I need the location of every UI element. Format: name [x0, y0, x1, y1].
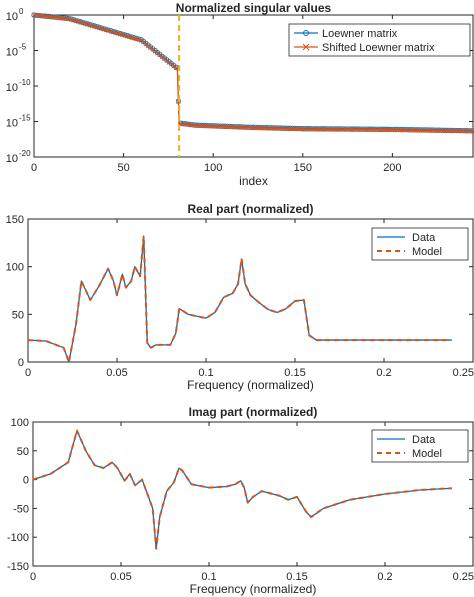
- x-tick-label: 0.25: [453, 367, 474, 379]
- y-tick-label-exponent: -15: [19, 114, 31, 123]
- x-tick-label: 0: [31, 162, 37, 174]
- x-tick-label: 150: [294, 162, 312, 174]
- y-tick-label-exponent: 0: [19, 7, 24, 16]
- chart-title: Imag part (normalized): [189, 405, 318, 419]
- y-tick-label-exponent: -10: [19, 78, 31, 87]
- chart-3: Imag part (normalized) 0 0.05 0.1 0.15 0.2 0.2…: [7, 405, 474, 596]
- legend-label-2: Model: [412, 246, 442, 258]
- legend-box: [288, 23, 471, 57]
- x-tick-label: 200: [383, 162, 401, 174]
- x-tick-label: 0.15: [286, 571, 307, 583]
- x-tick-label: 0.15: [284, 367, 305, 379]
- legend-marker-2: [302, 43, 310, 51]
- x-tick-label: 100: [204, 162, 222, 174]
- y-tick-label: -150: [7, 561, 29, 573]
- y-tick-label: 0: [23, 475, 29, 487]
- legend-label-1: Data: [412, 232, 436, 244]
- y-tick-label: 100: [6, 262, 24, 274]
- chart-2: Real part (normalized) 0 0.05 0.1 0.15 0.2 0.2…: [6, 202, 474, 392]
- legend-box: [371, 227, 469, 261]
- y-tick-label-exponent: -5: [19, 43, 27, 52]
- y-tick-label: 50: [12, 309, 24, 321]
- legend-label-2: Model: [412, 448, 442, 460]
- x-tick-label: 0: [30, 571, 36, 583]
- y-tick-label-base: 10: [6, 82, 18, 94]
- y-tick-label: -100: [7, 532, 29, 544]
- plot-area: [32, 421, 474, 567]
- x-tick-label: 0.2: [377, 571, 392, 583]
- y-tick-label: 0: [18, 357, 24, 369]
- y-tick-label: 150: [6, 214, 24, 226]
- data-point: [469, 129, 474, 134]
- y-tick-label-base: 10: [6, 153, 18, 165]
- series-line-model: [27, 235, 452, 363]
- legend-box: [371, 429, 469, 463]
- series-line-model: [32, 429, 452, 550]
- legend: Loewner matrix Shifted Loewner matrix: [288, 23, 471, 57]
- data-point: [173, 65, 179, 71]
- chart-title: Normalized singular values: [176, 1, 332, 15]
- x-axis-label: Frequency (normalized): [187, 378, 314, 392]
- legend: Data Model: [371, 227, 469, 261]
- x-tick-label: 0.1: [198, 367, 213, 379]
- y-tick-label: -50: [13, 503, 29, 515]
- x-axis-label: index: [239, 174, 268, 188]
- y-tick-label-exponent: -20: [19, 149, 31, 158]
- legend: Data Model: [371, 429, 469, 463]
- x-tick-label: 0.25: [453, 571, 474, 583]
- legend-label-2: Shifted Loewner matrix: [322, 42, 435, 54]
- y-tick-label-base: 10: [6, 11, 18, 23]
- legend-marker-1: [303, 30, 309, 36]
- legend-label-1: Loewner matrix: [322, 28, 398, 40]
- y-tick-label: 50: [17, 446, 29, 458]
- x-tick-label: 0.05: [106, 367, 127, 379]
- x-axis-label: Frequency (normalized): [190, 582, 317, 596]
- y-tick-label: 100: [11, 417, 29, 429]
- x-tick-label: 0.05: [110, 571, 131, 583]
- x-tick-label: 0.1: [201, 571, 216, 583]
- legend-label-1: Data: [412, 434, 436, 446]
- y-tick-label-base: 10: [6, 118, 18, 130]
- x-tick-label: 0.2: [376, 367, 391, 379]
- y-tick-label-base: 10: [6, 47, 18, 59]
- x-tick-label: 50: [117, 162, 129, 174]
- chart-title: Real part (normalized): [187, 202, 313, 216]
- x-tick-label: 0: [25, 367, 31, 379]
- data-point: [138, 38, 144, 43]
